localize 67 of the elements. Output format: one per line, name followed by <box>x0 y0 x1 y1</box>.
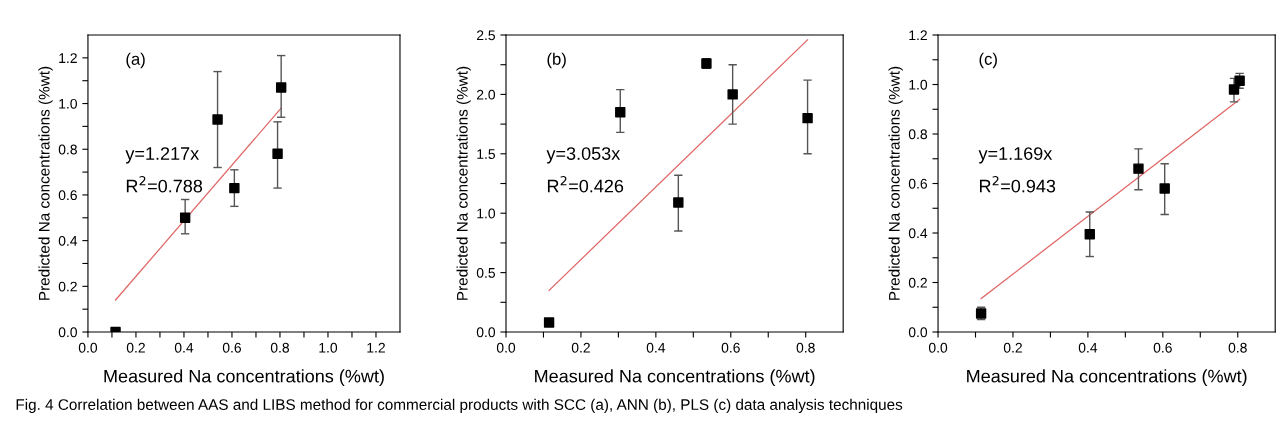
y-tick-label: 0.8 <box>908 129 928 140</box>
x-tick-label: 0.8 <box>1228 342 1247 353</box>
y-tick-label: 0.0 <box>908 327 928 338</box>
point <box>727 89 738 100</box>
x-tick-label: 0.0 <box>496 342 516 353</box>
y-tick-label: 0.4 <box>908 228 928 239</box>
x-tick-label: 0.4 <box>1078 342 1098 353</box>
annotation: y=1.217x <box>125 147 199 164</box>
point <box>802 112 813 124</box>
annotation: (b) <box>547 52 566 69</box>
annotation: y=3.053x <box>546 147 621 164</box>
point <box>212 114 223 125</box>
x-tick-label: 0.6 <box>1153 342 1172 353</box>
point <box>1133 163 1144 174</box>
x-axis-title: Measured Na concentrations (%wt) <box>535 369 815 387</box>
y-tick-label: 2.0 <box>476 89 496 100</box>
y-axis-title: Predicted Na concentrations (%wt) <box>38 66 53 300</box>
x-tick-label: 0.8 <box>270 342 290 353</box>
annotation: (a) <box>126 52 145 69</box>
y-tick-label: 1.2 <box>59 53 77 63</box>
y-tick-label: 0.8 <box>58 144 77 155</box>
x-tick-label: 1.0 <box>319 342 338 353</box>
y-tick-label: 0.2 <box>58 281 77 292</box>
annotation: R$^{2}$=0.943 <box>979 175 1056 193</box>
x-tick-label: 0.0 <box>78 342 98 353</box>
x-tick-label: 0.4 <box>646 342 666 353</box>
point <box>229 182 240 194</box>
x-tick-label: 0.0 <box>928 342 948 353</box>
y-tick-label: 0.4 <box>58 235 78 246</box>
x-tick-label: 0.2 <box>1003 342 1022 353</box>
point <box>673 197 684 208</box>
y-tick-label: 0.0 <box>476 327 496 338</box>
point <box>1228 84 1240 95</box>
point <box>272 148 283 160</box>
point <box>1084 229 1095 240</box>
x-axis-title: Measured Na concentrations (%wt) <box>104 369 384 387</box>
annotation: R$^{2}$=0.788 <box>126 175 203 193</box>
point <box>275 82 287 93</box>
annotation: R$^{2}$=0.426 <box>547 175 624 193</box>
caption: Fig. 4 Correlation between AAS and LIBS method for commercial products with SCC (a), ANN (b), PLS (c) data analysis techniques <box>16 398 903 414</box>
x-tick-label: 0.2 <box>571 342 590 353</box>
point <box>615 107 626 118</box>
x-tick-label: 1.2 <box>367 342 385 353</box>
y-tick-label: 1.0 <box>477 208 496 219</box>
annotation: (c) <box>979 52 997 69</box>
point <box>1159 183 1170 194</box>
x-tick-label: 0.4 <box>174 342 194 353</box>
x-axis-title: Measured Na concentrations (%wt) <box>967 369 1247 387</box>
y-tick-label: 1.0 <box>59 98 77 109</box>
y-tick-label: 1.5 <box>477 149 496 159</box>
x-tick-label: 0.2 <box>126 342 145 353</box>
y-tick-label: 0.2 <box>908 277 927 288</box>
y-tick-label: 0.6 <box>58 190 77 201</box>
y-tick-label: 0.5 <box>476 267 496 278</box>
y-tick-label: 0.0 <box>58 327 77 338</box>
y-axis-title: Predicted Na concentrations (%wt) <box>888 66 903 300</box>
y-tick-label: 1.2 <box>909 30 927 41</box>
point <box>179 212 191 223</box>
y-tick-label: 2.5 <box>476 30 496 41</box>
x-tick-label: 0.6 <box>721 342 740 353</box>
x-tick-label: 0.6 <box>222 342 242 353</box>
y-tick-label: 0.6 <box>908 178 928 189</box>
x-tick-label: 0.8 <box>796 342 815 353</box>
annotation: y=1.169x <box>978 147 1053 164</box>
point <box>543 317 555 328</box>
y-axis-title: Predicted Na concentrations (%wt) <box>456 66 471 300</box>
y-tick-label: 1.0 <box>909 79 928 90</box>
